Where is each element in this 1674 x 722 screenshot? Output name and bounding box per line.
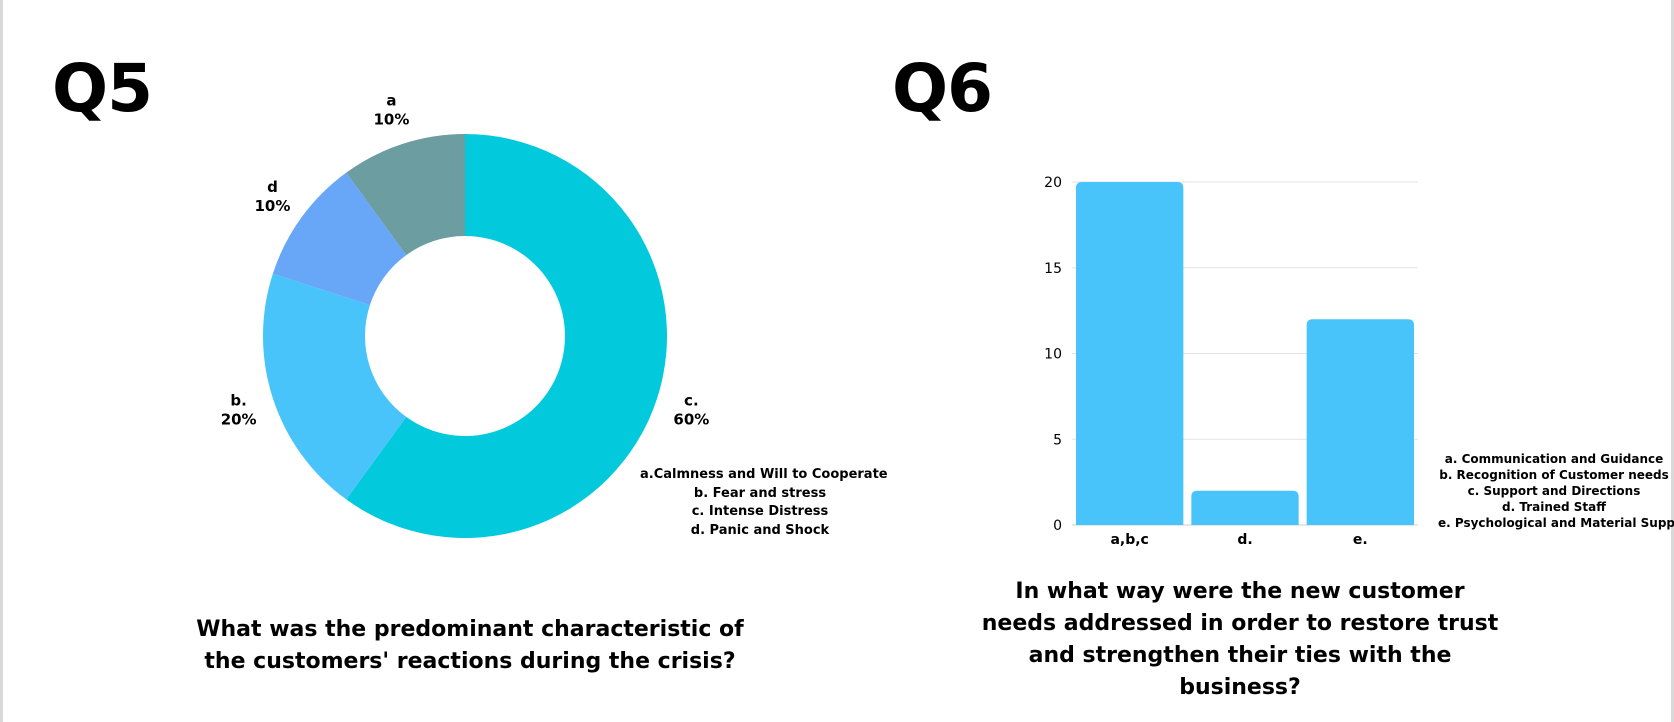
bar-d — [1191, 490, 1299, 525]
pie-label-d: d10% — [255, 178, 291, 215]
q6-legend-item-d: d. Trained Staff — [1502, 500, 1606, 514]
x-category-label-e: e. — [1353, 532, 1368, 548]
x-category-label-abc: a,b,c — [1110, 532, 1148, 548]
q6-heading: Q6 — [892, 50, 993, 127]
pie-label-name: c. — [684, 392, 699, 410]
q6-bar-chart: 0 5 10 15 20 a,b,c d. e. — [1044, 175, 1418, 548]
pie-label-percent: 60% — [673, 411, 709, 429]
pie-label-c: c.60% — [673, 392, 709, 429]
left-frame-edge — [0, 0, 3, 722]
pie-slice-d — [272, 172, 407, 306]
q5-question-text: What was the predominant characteristic … — [196, 617, 744, 674]
pie-label-percent: 10% — [255, 197, 291, 215]
q6-legend-item-a: a. Communication and Guidance — [1444, 452, 1664, 466]
right-frame-edge — [1671, 0, 1674, 722]
q5-legend-item-d: d. Panic and Shock — [690, 522, 830, 538]
q6-legend: a. Communication and Guidance b. Recogni… — [1438, 451, 1674, 531]
pie-label-percent: 20% — [221, 411, 257, 429]
pie-label-name: b. — [230, 392, 246, 410]
q6-legend-item-c: c. Support and Directions — [1467, 484, 1641, 498]
pie-slice-a — [346, 134, 465, 256]
y-tick-label-5: 5 — [1053, 432, 1062, 448]
y-tick-label-0: 0 — [1053, 518, 1062, 534]
pie-slice-b — [263, 273, 407, 500]
q5-legend-item-a: a.Calmness and Will to Cooperate — [640, 467, 888, 482]
q5-legend-item-c: c. Intense Distress — [691, 504, 829, 519]
q6-legend-item-e: e. Psychological and Material Support — [1438, 516, 1674, 530]
pie-label-percent: 10% — [374, 111, 410, 129]
y-tick-label-20: 20 — [1044, 175, 1062, 191]
q5-legend: a.Calmness and Will to Cooperate b. Fear… — [640, 466, 888, 540]
y-tick-label-15: 15 — [1044, 261, 1062, 277]
bar-e — [1306, 319, 1414, 525]
pie-label-a: a10% — [374, 92, 410, 129]
y-tick-label-10: 10 — [1044, 347, 1062, 363]
pie-label-name: d — [267, 178, 278, 196]
pie-label-b: b.20% — [221, 392, 257, 429]
q5-heading: Q5 — [52, 50, 153, 127]
q5-donut-chart: c.60%b.20%d10%a10% — [221, 92, 709, 538]
q6-question-text: In what way were the new customer needs … — [981, 579, 1499, 700]
x-category-label-d: d. — [1237, 532, 1252, 548]
pie-label-name: a — [386, 92, 396, 110]
pie-slice-c — [346, 134, 667, 538]
q5-legend-item-b: b. Fear and stress — [693, 485, 827, 501]
bar-abc — [1076, 182, 1184, 525]
q6-legend-item-b: b. Recognition of Customer needs — [1439, 468, 1669, 482]
